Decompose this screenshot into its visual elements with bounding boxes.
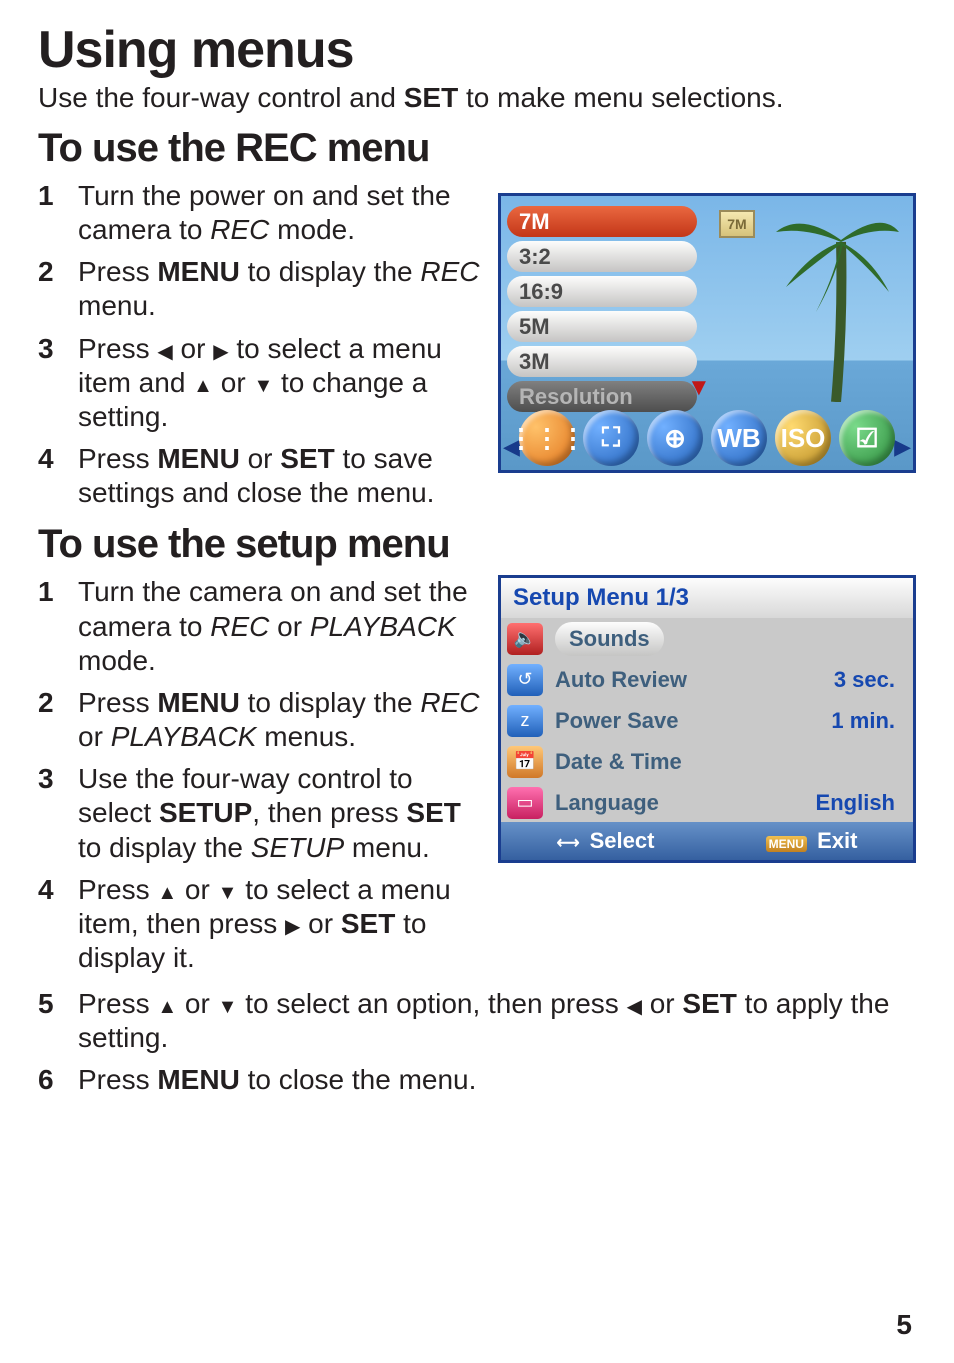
rec-mode-icon: WB xyxy=(711,410,767,466)
down-arrow-icon: ▼ xyxy=(687,374,711,402)
rec-menu-item: 3M xyxy=(507,346,697,377)
setup-row-icon: z xyxy=(507,705,543,737)
rec-steps: Turn the power on and set the camera to … xyxy=(38,179,482,510)
setup-menu-row: 🔈Sounds xyxy=(501,618,913,659)
rec-mode-icon: ⛶ xyxy=(583,410,639,466)
rec-mode-icon: ISO xyxy=(775,410,831,466)
setup-menu-row: 📅Date & Time xyxy=(501,741,913,782)
rec-mode-icon: ⋮⋮⋮ xyxy=(519,410,575,466)
setup-row-icon: 🔈 xyxy=(507,623,543,655)
rec-menu-item: Resolution xyxy=(507,381,697,412)
page-title: Using menus xyxy=(38,20,916,80)
rec-menu-item: 7M xyxy=(507,206,697,237)
setup-menu-row: ↺Auto Review3 sec. xyxy=(501,659,913,700)
rec-icon-row: ⋮⋮⋮⛶⊕WBISO☑ xyxy=(501,410,913,466)
setup-steps-continued: Press ▲ or ▼ to select an option, then p… xyxy=(38,987,916,1097)
rec-heading: To use the REC menu xyxy=(38,126,916,171)
page-number: 5 xyxy=(896,1309,912,1341)
intro-text: Use the four-way control and SET to make… xyxy=(38,82,916,114)
setup-menu-row: ▭LanguageEnglish xyxy=(501,782,913,823)
setup-row-icon: ▭ xyxy=(507,787,543,819)
size-indicator: 7M xyxy=(719,210,755,238)
setup-row-icon: 📅 xyxy=(507,746,543,778)
setup-menu-title: Setup Menu 1/3 xyxy=(501,578,913,618)
rec-menu-screenshot: 7M 7M3:216:95M3MResolution ▼ ◀ ▶ ⋮⋮⋮⛶⊕WB… xyxy=(498,193,916,473)
rec-resolution-list: 7M 3:2 16:9 5M 3M Resolution xyxy=(507,206,702,416)
setup-steps: Turn the camera on and set the camera to… xyxy=(38,575,482,975)
setup-menu-footer: ⟷ Select MENU Exit xyxy=(501,822,913,860)
setup-menu-row: zPower Save1 min. xyxy=(501,700,913,741)
setup-heading: To use the setup menu xyxy=(38,522,916,567)
rec-menu-item: 3:2 xyxy=(507,241,697,272)
rec-menu-item: 16:9 xyxy=(507,276,697,307)
setup-menu-screenshot: Setup Menu 1/3 🔈Sounds↺Auto Review3 sec.… xyxy=(498,575,916,863)
setup-row-icon: ↺ xyxy=(507,664,543,696)
rec-mode-icon: ⊕ xyxy=(647,410,703,466)
rec-mode-icon: ☑ xyxy=(839,410,895,466)
palm-tree-icon xyxy=(771,202,901,402)
rec-menu-item: 5M xyxy=(507,311,697,342)
